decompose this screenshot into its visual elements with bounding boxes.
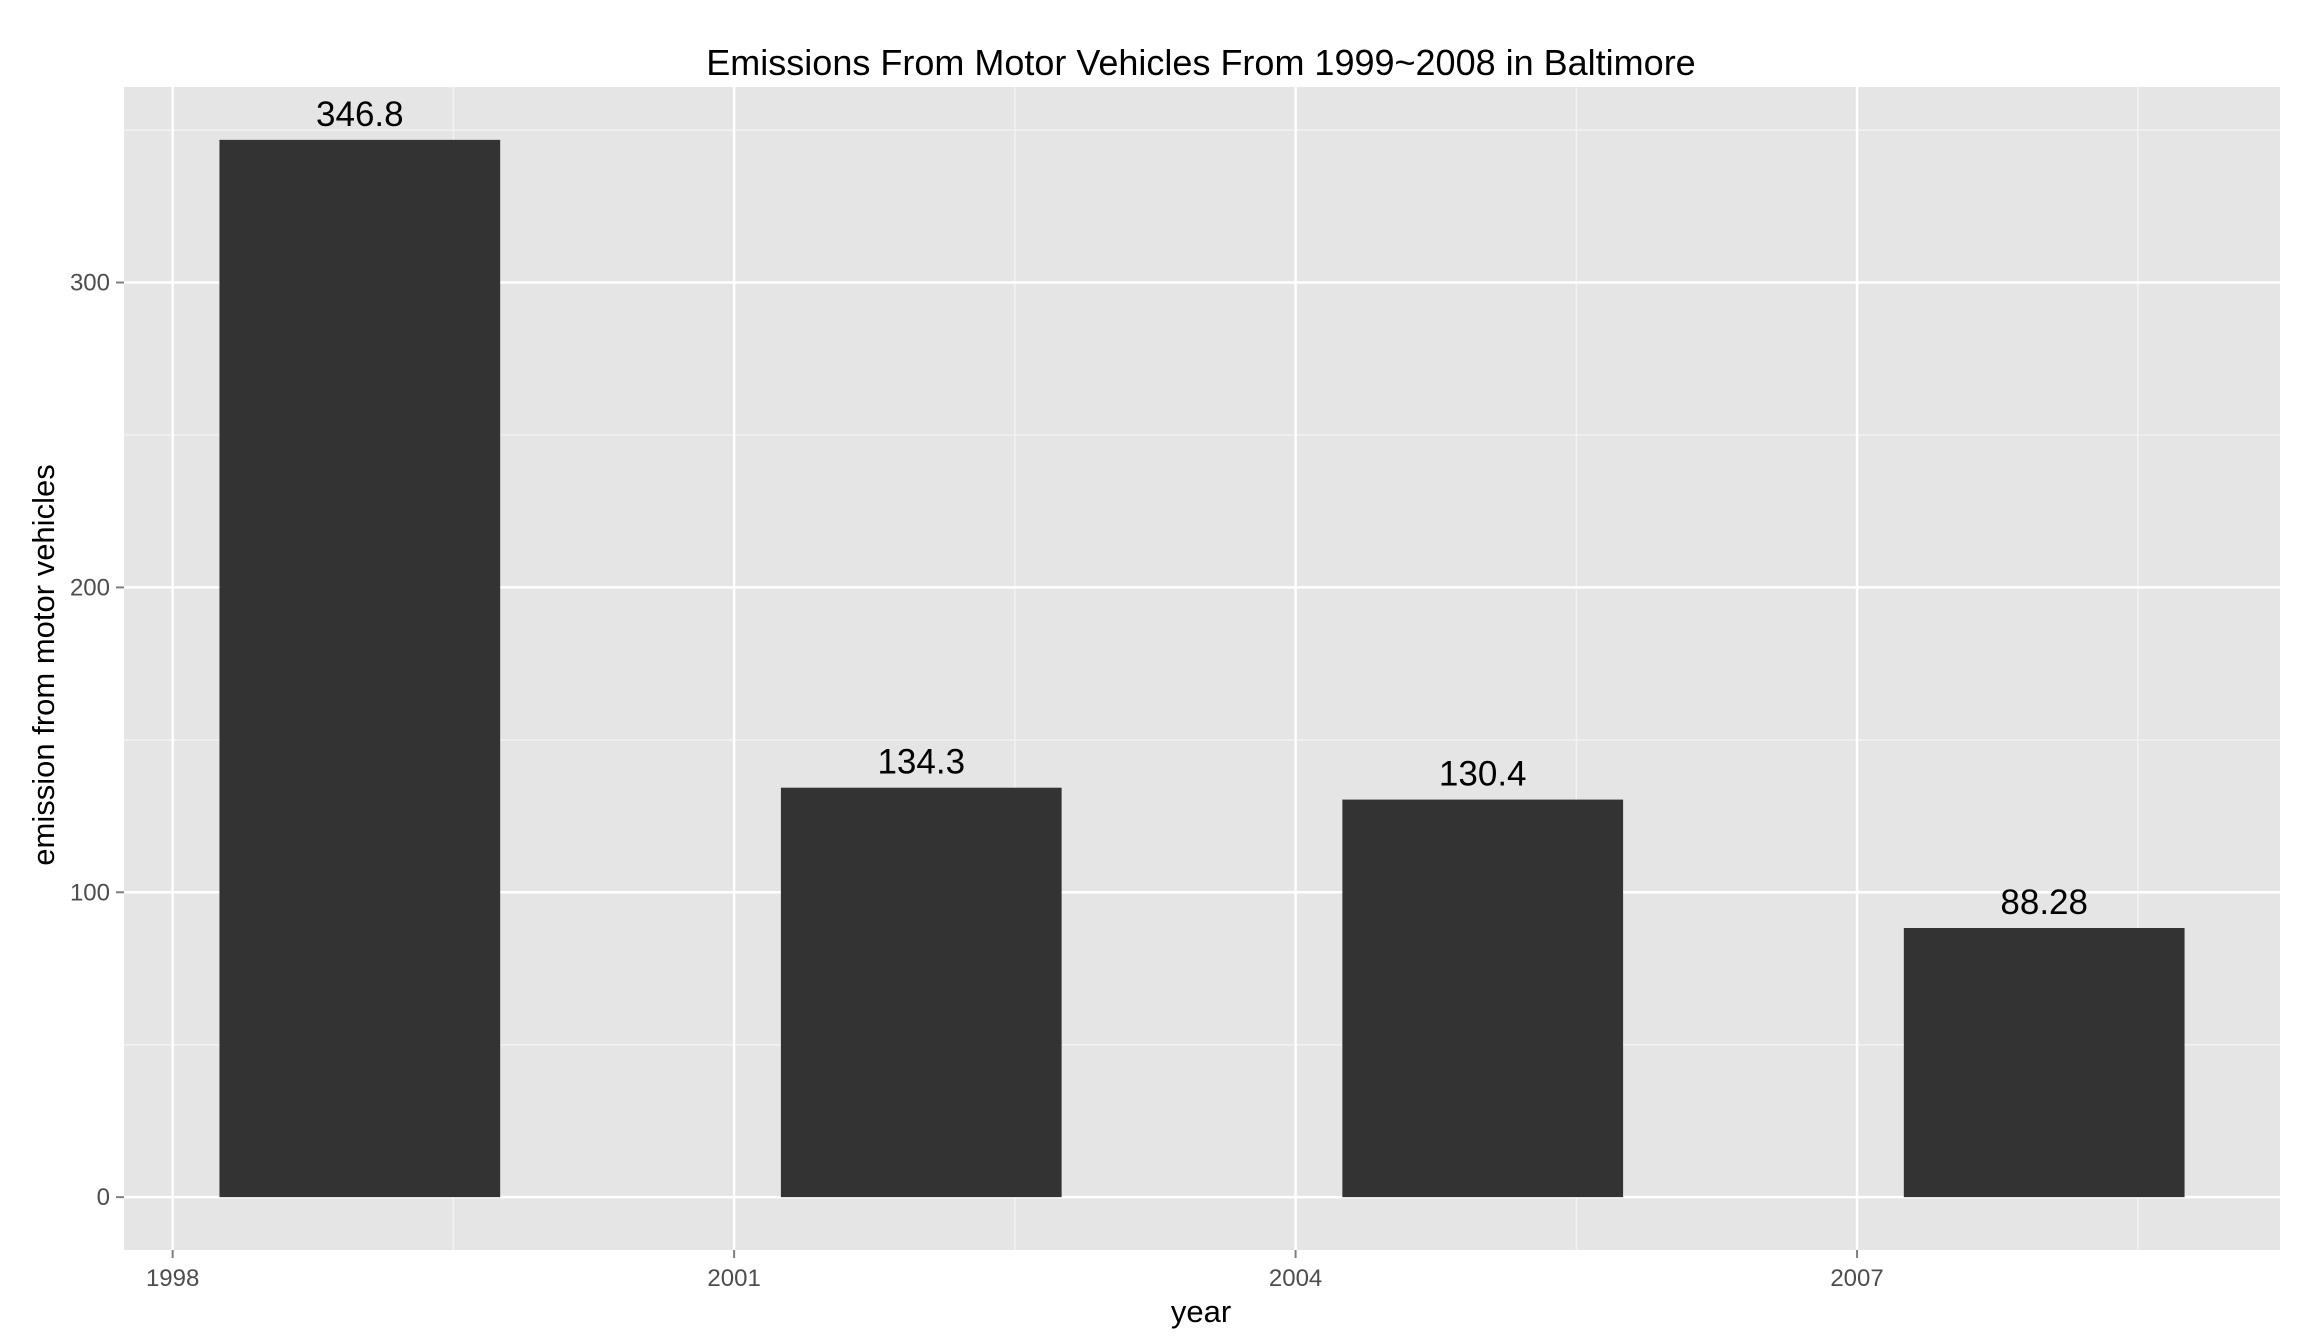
x-tick-label: 1998 bbox=[146, 1265, 199, 1292]
data-label-2002: 134.3 bbox=[877, 743, 965, 782]
bar-2008 bbox=[1903, 928, 2185, 1198]
data-label-2005: 130.4 bbox=[1439, 755, 1527, 794]
bar-2002 bbox=[780, 787, 1062, 1198]
x-axis-title: year bbox=[1171, 1294, 1231, 1329]
bar-data-labels: 346.8 134.3 130.4 88.28 bbox=[316, 95, 2088, 922]
x-tick-label: 2004 bbox=[1269, 1265, 1322, 1292]
x-tick-label: 2007 bbox=[1830, 1265, 1883, 1292]
bars bbox=[219, 139, 2185, 1198]
data-label-1999: 346.8 bbox=[316, 95, 404, 134]
data-label-2008: 88.28 bbox=[2000, 883, 2088, 922]
y-axis-title: emission from motor vehicles bbox=[26, 464, 61, 865]
y-tick-label: 100 bbox=[70, 879, 110, 906]
bar-1999 bbox=[219, 139, 501, 1198]
bar-2005 bbox=[1342, 799, 1624, 1198]
x-tick-label: 2001 bbox=[707, 1265, 760, 1292]
chart-title: Emissions From Motor Vehicles From 1999~… bbox=[706, 42, 1695, 83]
y-tick-label: 300 bbox=[70, 270, 110, 297]
x-axis: 1998 2001 2004 2007 bbox=[146, 1250, 1884, 1292]
y-tick-label: 0 bbox=[97, 1184, 110, 1211]
y-axis: 0 100 200 300 bbox=[70, 270, 124, 1211]
y-tick-label: 200 bbox=[70, 574, 110, 601]
